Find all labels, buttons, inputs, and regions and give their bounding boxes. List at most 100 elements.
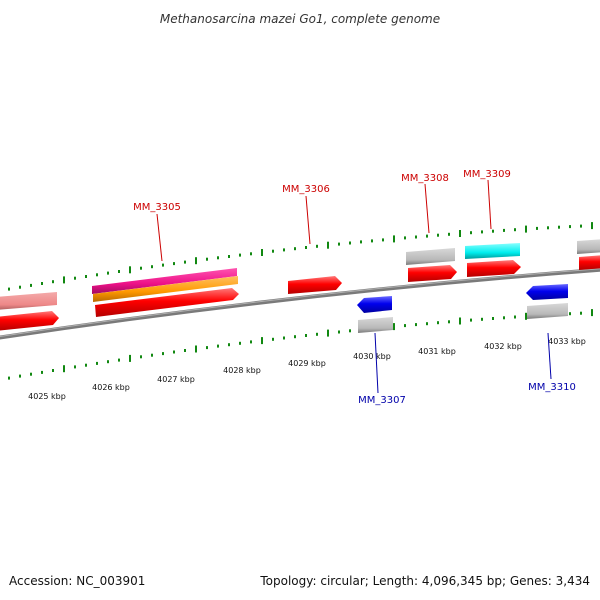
- gene-arrow-mm3310[interactable]: [526, 284, 568, 300]
- inner-tick: [140, 355, 142, 359]
- inner-tick: [294, 335, 296, 339]
- feature-track: [0, 239, 600, 333]
- outer-tick: [41, 282, 43, 285]
- inner-tick: [426, 322, 428, 326]
- feature-gray-mm3310[interactable]: [527, 303, 568, 319]
- inner-tick: [96, 361, 98, 365]
- inner-tick: [327, 329, 329, 337]
- genome-backbone: [0, 267, 600, 340]
- inner-tick: [19, 374, 21, 378]
- leader-mm3306: [305, 195, 311, 245]
- inner-tick: [107, 360, 109, 364]
- inner-tick: [184, 349, 186, 352]
- outer-tick: [360, 240, 362, 244]
- inner-tick: [338, 330, 340, 334]
- outer-tick: [118, 270, 120, 273]
- outer-tick: [514, 228, 516, 232]
- inner-tick: [228, 343, 230, 347]
- inner-tick: [481, 317, 483, 321]
- reverse-gene-track: [357, 284, 568, 313]
- inner-tick: [30, 372, 32, 376]
- feature-magenta[interactable]: [92, 268, 237, 294]
- inner-tick: [41, 370, 43, 374]
- outer-tick: [228, 255, 230, 258]
- gene-arrow-mm3305[interactable]: [95, 288, 239, 317]
- accession-text: Accession: NC_003901: [9, 574, 146, 588]
- gene-arrow-mm3306[interactable]: [288, 276, 342, 294]
- inner-tick: [305, 334, 307, 337]
- scale-labels: 4025 kbp 4026 kbp 4027 kbp 4028 kbp 4029…: [28, 337, 586, 401]
- scale-label-4028: 4028 kbp: [223, 366, 261, 375]
- scale-label-4025: 4025 kbp: [28, 392, 66, 401]
- inner-tick: [206, 346, 208, 350]
- feature-pink[interactable]: [0, 292, 57, 310]
- outer-tick: [184, 260, 186, 264]
- outer-tick: [129, 266, 131, 274]
- gene-label-mm3306[interactable]: MM_3306: [282, 184, 330, 195]
- outer-tick: [206, 257, 208, 261]
- inner-tick: [217, 344, 219, 348]
- outer-tick: [250, 252, 252, 256]
- outer-tick: [30, 283, 32, 287]
- outer-tick: [470, 231, 472, 235]
- gene-label-mm3308[interactable]: MM_3308: [401, 173, 449, 184]
- gene-arrow-mm3309[interactable]: [467, 260, 521, 277]
- gene-arrow-left-edge[interactable]: [0, 311, 59, 331]
- gene-arrow-right-edge[interactable]: [579, 255, 600, 270]
- outer-tick: [349, 241, 351, 245]
- inner-tick: [569, 312, 571, 316]
- feature-orange[interactable]: [93, 276, 238, 302]
- gene-label-mm3310[interactable]: MM_3310: [528, 382, 576, 393]
- gene-label-mm3305[interactable]: MM_3305: [133, 202, 181, 213]
- gene-arrow-mm3308[interactable]: [408, 265, 457, 282]
- outer-tick: [140, 266, 142, 270]
- outer-tick: [393, 235, 395, 243]
- outer-tick: [272, 249, 274, 253]
- outer-tick: [503, 228, 505, 232]
- feature-cyan-mm3309[interactable]: [465, 243, 520, 259]
- outer-tick: [107, 271, 109, 275]
- inner-tick: [173, 350, 175, 354]
- outer-tick: [327, 241, 329, 249]
- leader-mm3307: [374, 332, 379, 394]
- scale-label-4029: 4029 kbp: [288, 359, 326, 368]
- inner-tick: [503, 316, 505, 320]
- gene-leader-lines: [156, 179, 552, 394]
- outer-tick: [63, 276, 65, 284]
- outer-tick: [239, 253, 241, 257]
- outer-tick: [294, 247, 296, 251]
- inner-tick: [470, 318, 472, 322]
- outer-tick: [404, 236, 406, 240]
- outer-tick: [96, 273, 98, 277]
- outer-tick: [151, 265, 153, 269]
- outer-tick: [591, 222, 593, 230]
- forward-gene-track: [0, 255, 600, 331]
- feature-gray-edge[interactable]: [577, 239, 600, 254]
- outer-tick: [85, 275, 87, 278]
- gene-arrow-mm3307[interactable]: [357, 296, 392, 313]
- inner-tick: [63, 365, 65, 373]
- outer-tick: [162, 263, 164, 267]
- scale-label-4026: 4026 kbp: [92, 383, 130, 392]
- feature-gray-mm3307[interactable]: [358, 317, 393, 333]
- outer-tick: [316, 244, 318, 248]
- feature-gray-mm3308[interactable]: [406, 248, 455, 265]
- inner-tick: [404, 324, 406, 328]
- outer-tick: [426, 234, 428, 238]
- inner-tick: [85, 363, 87, 367]
- inner-tick: [514, 315, 516, 319]
- leader-mm3310: [547, 332, 552, 380]
- inner-tick: [525, 312, 527, 320]
- gene-label-mm3309[interactable]: MM_3309: [463, 169, 511, 180]
- outer-tick: [415, 235, 417, 239]
- inner-tick: [591, 309, 593, 317]
- gene-label-mm3307[interactable]: MM_3307: [358, 395, 406, 406]
- outer-tick: [525, 225, 527, 233]
- outer-tick: [580, 224, 582, 228]
- gene-labels: MM_3305 MM_3306 MM_3307 MM_3308 MM_3309 …: [133, 169, 576, 406]
- outer-tick-track: [8, 222, 593, 291]
- inner-tick: [393, 323, 395, 331]
- genome-backbone-highlight: [0, 268, 600, 338]
- outer-tick: [558, 225, 560, 229]
